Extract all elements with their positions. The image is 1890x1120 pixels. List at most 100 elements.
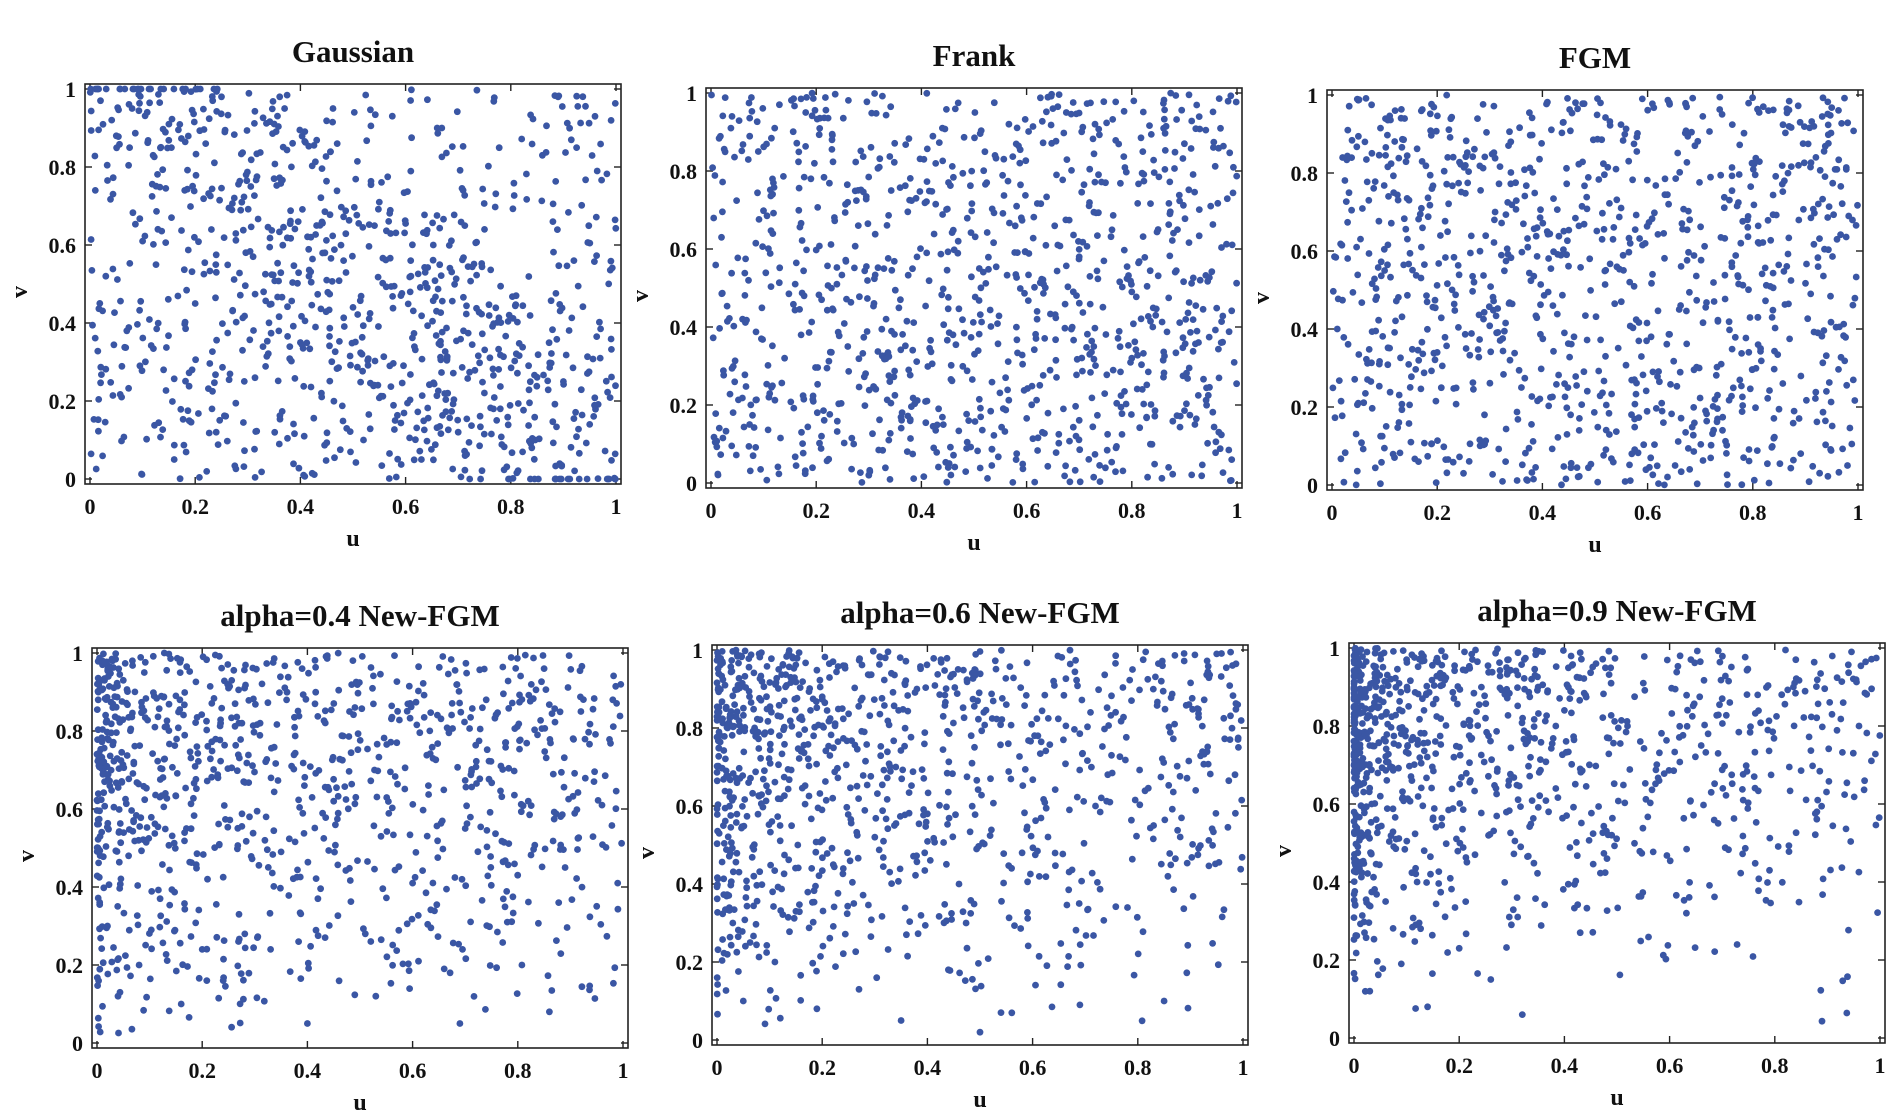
data-point: [1835, 107, 1842, 114]
data-point: [190, 779, 198, 787]
data-point: [300, 382, 308, 390]
data-point: [763, 380, 771, 388]
data-point: [1653, 462, 1661, 470]
data-point: [538, 197, 546, 205]
data-point: [1477, 187, 1484, 194]
data-point: [839, 865, 847, 872]
data-point: [162, 185, 170, 192]
data-point: [100, 650, 107, 658]
data-point: [284, 303, 291, 311]
data-point: [890, 158, 898, 166]
data-point: [407, 167, 415, 175]
data-point: [1631, 423, 1639, 431]
data-point: [95, 859, 102, 867]
data-point: [359, 367, 366, 375]
data-point: [1441, 217, 1449, 225]
data-point: [1007, 775, 1015, 783]
data-point: [612, 805, 620, 813]
data-point: [224, 111, 232, 119]
data-point: [1661, 175, 1669, 183]
data-point: [822, 94, 829, 101]
data-point: [305, 142, 313, 150]
data-point: [492, 190, 500, 198]
data-point: [512, 301, 520, 308]
data-point: [943, 106, 950, 113]
data-point: [530, 845, 537, 853]
data-point: [1754, 313, 1762, 321]
data-point: [891, 331, 898, 338]
data-point: [867, 772, 875, 780]
data-point: [853, 745, 861, 753]
data-point: [1076, 766, 1084, 774]
data-point: [1117, 179, 1124, 187]
data-point: [525, 362, 532, 370]
data-point: [439, 845, 447, 853]
data-point: [291, 732, 299, 740]
data-point: [1770, 415, 1778, 422]
data-point: [775, 279, 783, 287]
data-point: [1151, 460, 1158, 468]
data-point: [1108, 751, 1115, 759]
data-point: [350, 203, 358, 211]
data-point: [194, 750, 202, 757]
data-point: [1397, 114, 1405, 122]
data-point: [904, 271, 912, 279]
data-point: [101, 802, 109, 810]
data-point: [796, 306, 803, 313]
data-point: [267, 774, 275, 782]
data-point: [532, 686, 540, 694]
data-point: [1227, 712, 1234, 720]
data-point: [1072, 402, 1079, 410]
data-point: [246, 813, 253, 821]
data-point: [1581, 182, 1588, 190]
data-point: [866, 712, 874, 720]
data-point: [162, 387, 170, 394]
data-point: [1464, 179, 1472, 187]
data-point: [1219, 312, 1227, 320]
data-point: [1594, 423, 1602, 431]
data-point: [241, 447, 248, 455]
data-point: [1163, 328, 1171, 336]
data-point: [263, 846, 271, 854]
data-point: [1375, 316, 1382, 324]
data-point: [1812, 395, 1819, 402]
data-point: [946, 967, 954, 974]
data-point: [1423, 292, 1430, 299]
data-point: [719, 434, 727, 442]
data-point: [1187, 679, 1194, 687]
data-point: [226, 370, 234, 378]
data-point: [253, 807, 261, 815]
data-point: [283, 146, 291, 154]
data-point: [1070, 231, 1077, 239]
data-point: [1019, 360, 1026, 368]
data-point: [329, 753, 337, 761]
data-point: [584, 239, 592, 246]
data-point: [352, 175, 360, 183]
data-point: [943, 478, 951, 486]
data-point: [1200, 696, 1208, 704]
data-point: [752, 920, 760, 928]
data-point: [1511, 349, 1518, 357]
data-point: [271, 160, 279, 168]
data-point: [414, 912, 422, 919]
data-point: [473, 86, 481, 94]
data-point: [1094, 879, 1101, 886]
data-point: [1841, 94, 1848, 102]
data-point: [897, 1017, 905, 1024]
data-point: [851, 264, 858, 272]
data-point: [487, 881, 495, 889]
data-point: [354, 730, 362, 738]
data-point: [294, 279, 301, 287]
data-point: [1825, 379, 1833, 386]
data-point: [839, 950, 847, 958]
data-point: [234, 824, 242, 832]
data-point: [1594, 95, 1601, 102]
data-point: [947, 471, 955, 479]
data-point: [1152, 311, 1160, 319]
data-point: [352, 459, 360, 466]
data-point: [1396, 449, 1404, 457]
data-point: [1112, 903, 1120, 911]
data-point: [253, 173, 261, 181]
data-point: [863, 328, 871, 335]
data-point: [1338, 241, 1346, 249]
